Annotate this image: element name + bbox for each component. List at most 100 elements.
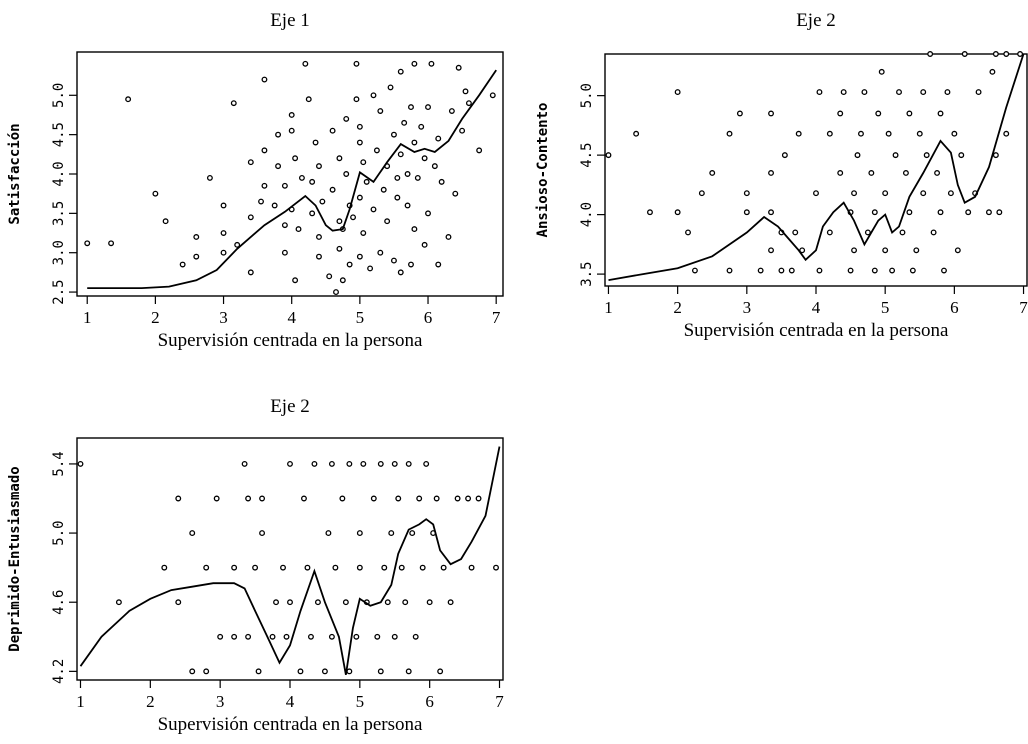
data-point xyxy=(813,190,819,197)
data-point xyxy=(394,174,401,181)
data-point xyxy=(397,269,404,276)
data-point xyxy=(909,267,916,274)
data-point xyxy=(269,633,276,640)
data-point xyxy=(231,564,238,571)
data-point xyxy=(360,159,367,166)
data-point xyxy=(360,230,367,236)
y-tick-label: 4.0 xyxy=(579,202,595,227)
data-point xyxy=(336,245,343,252)
data-point xyxy=(391,460,398,467)
data-point xyxy=(854,152,861,159)
data-point xyxy=(343,115,350,122)
data-point xyxy=(419,564,426,571)
data-point xyxy=(437,668,444,675)
data-point xyxy=(179,261,186,268)
data-point xyxy=(851,190,857,197)
data-point xyxy=(234,241,241,248)
data-point xyxy=(353,633,360,640)
y-tick-label: 5.4 xyxy=(51,451,67,476)
data-point xyxy=(878,68,885,75)
data-point xyxy=(326,273,333,280)
y-tick-label: 4.5 xyxy=(579,142,595,167)
data-point xyxy=(726,267,733,274)
data-point xyxy=(77,460,84,467)
data-point xyxy=(954,247,961,254)
data-point xyxy=(339,277,346,284)
data-point xyxy=(325,530,332,537)
x-tick-label: 5 xyxy=(881,298,890,317)
data-point xyxy=(768,209,774,216)
data-point xyxy=(826,229,833,236)
data-point xyxy=(768,110,774,117)
data-point xyxy=(885,130,892,137)
data-point xyxy=(428,60,435,67)
data-point xyxy=(175,599,182,606)
data-point xyxy=(423,460,430,467)
x-tick-label: 2 xyxy=(151,308,160,327)
data-point xyxy=(892,152,899,159)
data-point xyxy=(308,633,314,640)
data-point xyxy=(220,249,227,256)
data-point xyxy=(1017,51,1024,57)
x-tick-label: 6 xyxy=(950,298,959,317)
data-point xyxy=(373,147,380,154)
data-point xyxy=(861,89,868,96)
data-point xyxy=(333,289,339,296)
data-point xyxy=(319,198,326,205)
x-axis-label: Supervisión centrada en la persona xyxy=(158,330,423,351)
y-axis-label: Satisfacción xyxy=(7,123,23,224)
data-point xyxy=(958,152,965,159)
data-point xyxy=(189,530,196,537)
chart-title: Eje 2 xyxy=(270,396,310,417)
data-point xyxy=(245,633,252,640)
data-point xyxy=(709,170,716,176)
data-point xyxy=(297,668,304,675)
data-point xyxy=(312,139,319,146)
data-point xyxy=(404,202,411,209)
data-point xyxy=(851,247,857,254)
data-point xyxy=(328,460,335,467)
data-point xyxy=(394,194,401,201)
data-point xyxy=(816,89,823,96)
data-point xyxy=(1003,130,1010,137)
data-point xyxy=(941,267,947,274)
data-point xyxy=(384,218,391,225)
data-point xyxy=(309,210,316,217)
data-point xyxy=(162,218,169,225)
x-tick-label: 1 xyxy=(83,308,92,327)
trend-line xyxy=(79,446,501,675)
data-point xyxy=(193,234,200,240)
data-point xyxy=(245,495,252,502)
data-point xyxy=(445,234,452,240)
chart-panel-2: Eje 2 1 2 3 4 5 6 7 3.5 4.0 4.5 5.0 Supervisión cent… xyxy=(535,10,1028,341)
y-tick-label: 3.5 xyxy=(579,261,595,286)
data-point xyxy=(475,495,482,502)
x-tick-label: 3 xyxy=(743,298,752,317)
x-tick-label: 1 xyxy=(604,298,613,317)
data-point xyxy=(397,68,404,75)
data-point xyxy=(384,599,391,606)
data-point xyxy=(342,599,349,606)
data-point xyxy=(363,178,370,185)
data-point xyxy=(316,234,322,240)
data-point xyxy=(465,495,472,502)
data-point xyxy=(370,206,377,213)
data-point xyxy=(280,564,286,571)
data-point xyxy=(476,147,483,154)
data-point xyxy=(220,230,227,236)
data-point xyxy=(927,51,934,57)
data-point xyxy=(992,152,999,159)
data-point xyxy=(605,152,612,159)
y-axis-label: Ansioso-Contento xyxy=(535,103,551,238)
data-point xyxy=(989,68,996,75)
data-point xyxy=(1003,51,1010,57)
data-point xyxy=(241,460,248,467)
data-point xyxy=(273,599,279,606)
data-point xyxy=(674,209,681,216)
data-point xyxy=(301,495,307,502)
y-tick-label: 5.0 xyxy=(579,83,595,108)
data-point xyxy=(356,139,363,146)
data-point xyxy=(426,599,433,606)
data-point xyxy=(283,633,290,640)
data-point xyxy=(321,668,328,675)
